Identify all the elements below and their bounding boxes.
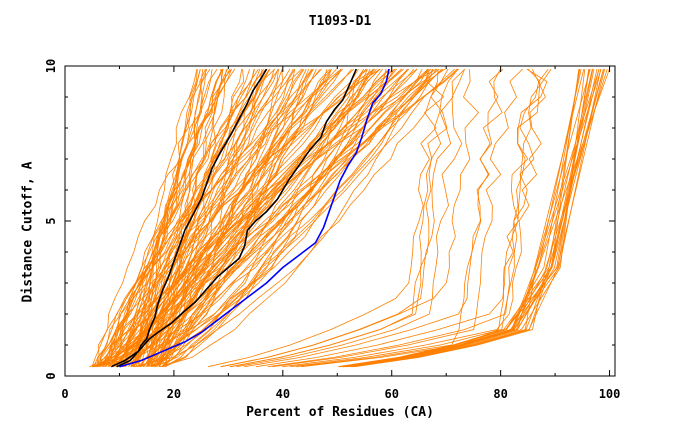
model-curve-119 [101,68,337,367]
model-curve-55 [120,68,275,367]
x-tick-label: 40 [276,387,290,401]
model-curve-48 [97,68,232,367]
model-curve-106 [94,68,365,368]
model-curve-80 [133,68,455,368]
model-curve-88 [91,68,342,367]
model-curve-137 [342,68,602,368]
y-axis-label: Distance Cutoff, A [20,161,36,303]
model-curve-83 [146,68,305,367]
model-curve-29 [138,68,402,367]
model-curve-86 [111,68,270,368]
model-curve-139 [339,69,580,368]
y-tick-label: 5 [44,217,58,224]
model-curve-153 [244,68,503,368]
model-curve-142 [272,68,523,368]
x-axis-label: Percent of Residues (CA) [246,405,434,420]
x-tick-label: 80 [493,387,507,401]
model-curve-124 [348,69,586,368]
model-curve-75 [134,68,268,367]
model-curve-154 [230,69,448,368]
model-curve-63 [119,68,228,367]
model-curve-89 [143,68,442,367]
model-curve-102 [151,69,279,367]
model-curve-133 [345,69,598,368]
model-curve-131 [350,68,600,368]
model-curve-118 [90,68,313,368]
model-curve-56 [96,68,423,368]
model-curve-97 [109,68,259,367]
model-curve-64 [96,69,223,367]
y-tick-label: 0 [44,372,58,379]
model-curve-143 [296,68,504,368]
highlight-series-2 [119,68,390,368]
x-tick-label: 60 [385,387,399,401]
chart-title: T1093-D1 [308,14,372,29]
model-curve-62 [146,68,302,367]
model-curve-59 [116,68,430,368]
model-curve-117 [120,68,438,368]
model-curve-127 [343,69,593,368]
model-curve-149 [220,68,466,368]
model-curve-39 [164,68,368,368]
model-curve-93 [158,69,284,367]
model-curve-135 [350,69,580,368]
model-curve-17 [113,68,224,367]
model-curve-155 [236,68,465,368]
model-curve-105 [161,68,371,368]
model-curve-141 [343,69,582,368]
model-curve-91 [127,68,368,367]
model-curve-67 [137,69,224,367]
x-tick-label: 20 [167,387,181,401]
model-curve-96 [143,68,428,367]
model-curve-148 [301,68,548,368]
model-curve-146 [207,68,446,368]
model-curve-140 [354,68,608,368]
model-curve-115 [111,68,460,367]
model-curve-47 [139,68,283,368]
y-tick-label: 10 [44,59,58,73]
model-curve-53 [123,68,295,368]
model-curve-138 [346,69,585,368]
model-curve-70 [139,68,449,368]
model-curve-104 [115,68,255,367]
x-tick-label: 0 [61,387,68,401]
highlight-series-1 [116,68,358,368]
model-curve-23 [145,69,204,367]
model-curve-84 [105,68,267,367]
model-curve-101 [162,68,332,367]
x-tick-label: 100 [599,387,621,401]
model-curve-92 [146,68,342,367]
model-curve-112 [161,69,296,368]
model-curves [89,68,610,368]
model-curve-147 [221,69,480,368]
model-curve-60 [125,68,218,367]
highlight-series-0 [110,68,268,368]
axes: 0 20 40 60 80 100 0 5 10 [44,59,620,401]
model-curve-26 [99,68,381,367]
model-curve-136 [339,69,605,368]
model-curve-151 [290,68,549,368]
model-curve-87 [118,68,383,368]
model-curve-109 [163,68,444,367]
model-curve-36 [93,68,408,368]
highlighted-curves [110,68,390,368]
model-curve-152 [282,68,546,368]
model-curve-116 [135,68,211,367]
model-curve-113 [159,69,428,368]
